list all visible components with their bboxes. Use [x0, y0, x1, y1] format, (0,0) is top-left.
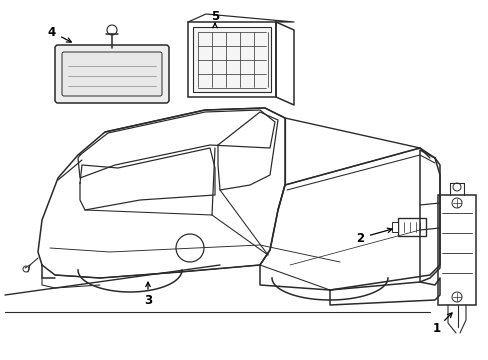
- Bar: [391, 222, 397, 232]
- Bar: [193, 27, 270, 92]
- Bar: [187, 22, 275, 97]
- Bar: [397, 218, 425, 236]
- Text: 1: 1: [432, 321, 440, 334]
- Text: 4: 4: [48, 26, 56, 39]
- Text: 2: 2: [355, 231, 364, 244]
- Text: 5: 5: [210, 9, 219, 22]
- Text: 3: 3: [143, 293, 152, 306]
- FancyBboxPatch shape: [55, 45, 169, 103]
- Bar: [437, 195, 475, 305]
- FancyBboxPatch shape: [62, 52, 162, 96]
